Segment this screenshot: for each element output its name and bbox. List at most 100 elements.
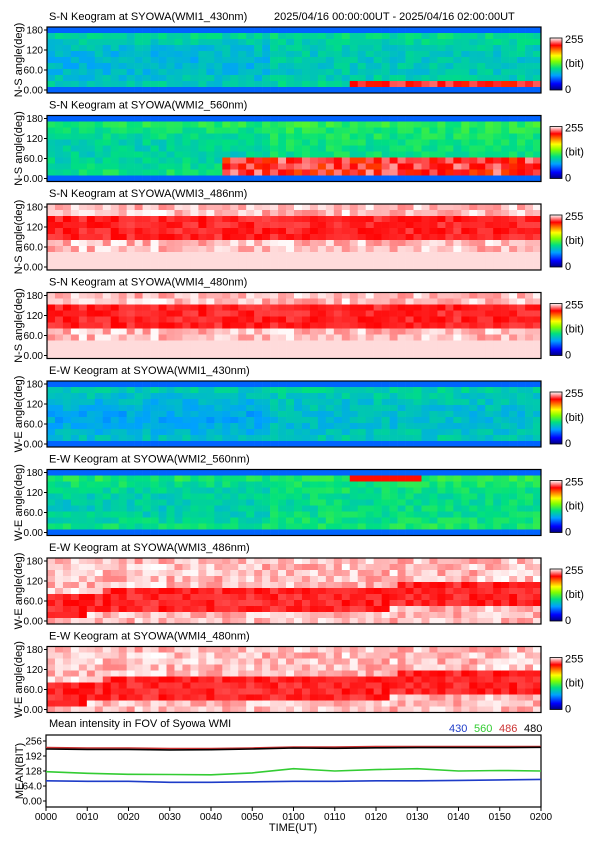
keogram-cell [222, 222, 231, 229]
keogram-cell [110, 346, 120, 353]
keogram-cell [429, 511, 438, 518]
keogram-cell [110, 340, 120, 347]
keogram-cell [286, 429, 295, 436]
keogram-cell [389, 45, 398, 52]
keogram-cell [501, 298, 510, 305]
keogram-y-tick-label: 120 [26, 400, 43, 411]
keogram-cell [501, 45, 510, 52]
keogram-cell [509, 234, 518, 241]
keogram-cell [445, 81, 454, 88]
keogram-cell [126, 475, 135, 482]
keogram-cell [246, 594, 255, 601]
keogram-cell [62, 670, 72, 677]
keogram-cell [102, 216, 112, 223]
keogram-cell [198, 346, 207, 353]
keogram-cell [429, 405, 438, 412]
keogram-cell [509, 204, 518, 211]
keogram-cell [278, 429, 287, 436]
keogram-frame [46, 468, 542, 537]
keogram-cell [278, 127, 287, 134]
keogram-cell [118, 57, 127, 64]
keogram-cell [294, 45, 303, 52]
keogram-cell [78, 682, 88, 689]
keogram-cell [533, 505, 542, 512]
keogram-cell [198, 499, 207, 506]
keogram-cell [333, 252, 343, 259]
keogram-cell [309, 499, 319, 506]
keogram-cell [206, 612, 215, 619]
keogram-cell [461, 381, 470, 388]
keogram-cell [70, 529, 80, 536]
keogram-cell [190, 304, 199, 311]
keogram-cell [485, 127, 494, 134]
keogram-cell [134, 45, 143, 52]
keogram-cell [357, 594, 367, 601]
keogram-cell [349, 33, 359, 40]
keogram-cell [477, 487, 486, 494]
keogram-cell [525, 316, 534, 323]
keogram-cell [94, 240, 104, 247]
keogram-cell [325, 204, 335, 211]
keogram-cell [142, 612, 151, 619]
keogram-cell [421, 292, 430, 299]
keogram-cell [54, 81, 64, 88]
keogram-cell [246, 441, 255, 448]
keogram-cell [413, 216, 422, 223]
keogram-cell [150, 163, 159, 170]
keogram-cell [373, 121, 382, 128]
keogram-cell [365, 411, 374, 418]
keogram-cell [214, 334, 223, 341]
keogram-cell [389, 582, 398, 589]
keogram-cell [70, 423, 80, 430]
keogram-cell [190, 381, 199, 388]
keogram-cell [525, 411, 534, 418]
keogram-cell [405, 435, 414, 442]
keogram-cell [118, 298, 127, 305]
keogram-cell [246, 121, 255, 128]
keogram-cell [86, 246, 96, 253]
keogram-cell [349, 87, 359, 94]
keogram-cell [142, 481, 151, 488]
keogram-cell [126, 399, 135, 406]
keogram-cell [102, 670, 112, 677]
keogram-cell [365, 264, 374, 271]
keogram-cell [405, 417, 414, 424]
keogram-cell [413, 582, 422, 589]
keogram-cell [294, 163, 303, 170]
keogram-cell [405, 576, 414, 583]
keogram-cell [333, 411, 343, 418]
keogram-cell [166, 264, 175, 271]
keogram-cell [509, 121, 518, 128]
keogram-cell [198, 618, 207, 625]
keogram-cell [270, 57, 279, 64]
keogram-cell [533, 39, 542, 46]
keogram-cell [421, 69, 430, 76]
keogram-cell [94, 169, 104, 176]
keogram-cell [357, 210, 367, 217]
keogram-cell [278, 523, 287, 530]
keogram-cell [246, 334, 255, 341]
keogram-cell [78, 529, 88, 536]
keogram-cell [286, 304, 295, 311]
keogram-cell [142, 145, 151, 152]
keogram-cell [166, 423, 175, 430]
keogram-cell [150, 169, 159, 176]
keogram-cell [421, 399, 430, 406]
keogram-cell [469, 417, 478, 424]
keogram-cell [286, 570, 295, 577]
keogram-cell [190, 121, 199, 128]
keogram-cell [158, 252, 167, 259]
keogram-cell [429, 417, 438, 424]
keogram-cell [134, 594, 143, 601]
keogram-cell [222, 63, 231, 70]
keogram-cell [166, 121, 175, 128]
keogram-cell [134, 417, 143, 424]
keogram-cell [469, 582, 478, 589]
keogram-cell [110, 163, 120, 170]
keogram-cell [301, 87, 311, 94]
keogram-cell [413, 334, 422, 341]
keogram-cell [118, 322, 127, 329]
keogram-cell [230, 517, 239, 524]
keogram-cell [94, 81, 104, 88]
keogram-cell [397, 234, 406, 241]
